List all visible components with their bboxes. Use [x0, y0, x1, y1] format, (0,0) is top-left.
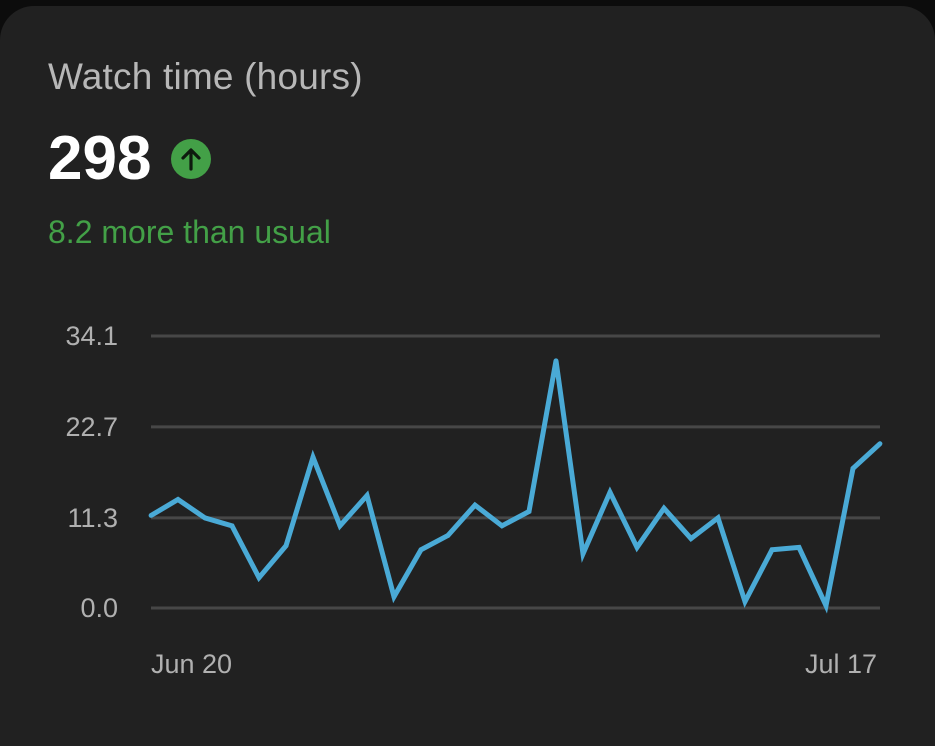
y-axis-ticks: 0.0 11.3 22.7 34.1	[65, 321, 118, 623]
data-point	[391, 594, 397, 600]
comparison-text: 8.2 more than usual	[48, 214, 331, 250]
card-title: Watch time (hours)	[48, 56, 363, 97]
y-tick-label: 0.0	[80, 593, 118, 623]
data-point	[472, 502, 478, 508]
data-point	[769, 547, 775, 553]
data-point	[148, 513, 154, 518]
data-point	[850, 466, 856, 471]
data-point	[796, 544, 802, 550]
data-point	[742, 599, 748, 605]
data-point	[445, 533, 451, 538]
data-point	[229, 523, 235, 529]
arrow-up-circle-icon	[171, 139, 212, 179]
x-tick-label: Jun 20	[151, 649, 232, 679]
x-tick-label: Jul 17	[805, 649, 877, 679]
data-point	[499, 523, 505, 529]
chart-series	[148, 358, 883, 614]
watch-time-line-chart: 0.0 11.3 22.7 34.1 Jun 20 Jul 17	[65, 321, 883, 679]
data-point	[715, 515, 721, 521]
data-point	[364, 493, 370, 498]
data-point	[526, 509, 532, 514]
x-axis-ticks: Jun 20 Jul 17	[151, 649, 877, 679]
watch-time-card[interactable]	[0, 6, 935, 746]
data-point	[256, 575, 262, 581]
data-point	[634, 544, 640, 550]
metric-row: 298	[48, 124, 212, 194]
data-point	[175, 497, 181, 502]
data-point	[283, 543, 289, 549]
data-point	[823, 603, 829, 609]
data-point	[877, 441, 883, 447]
y-tick-label: 22.7	[65, 412, 118, 442]
data-point	[310, 454, 316, 460]
data-point	[418, 547, 424, 553]
y-tick-label: 34.1	[65, 321, 118, 351]
data-point	[553, 358, 559, 364]
data-point	[661, 505, 667, 511]
metric-value: 298	[48, 124, 152, 193]
data-point	[607, 489, 613, 495]
chart-gridlines	[151, 334, 880, 610]
series-line	[149, 360, 882, 614]
data-point	[580, 551, 586, 557]
y-tick-label: 11.3	[67, 503, 118, 533]
data-point	[337, 523, 343, 529]
data-point	[688, 536, 694, 542]
data-point	[202, 515, 208, 521]
